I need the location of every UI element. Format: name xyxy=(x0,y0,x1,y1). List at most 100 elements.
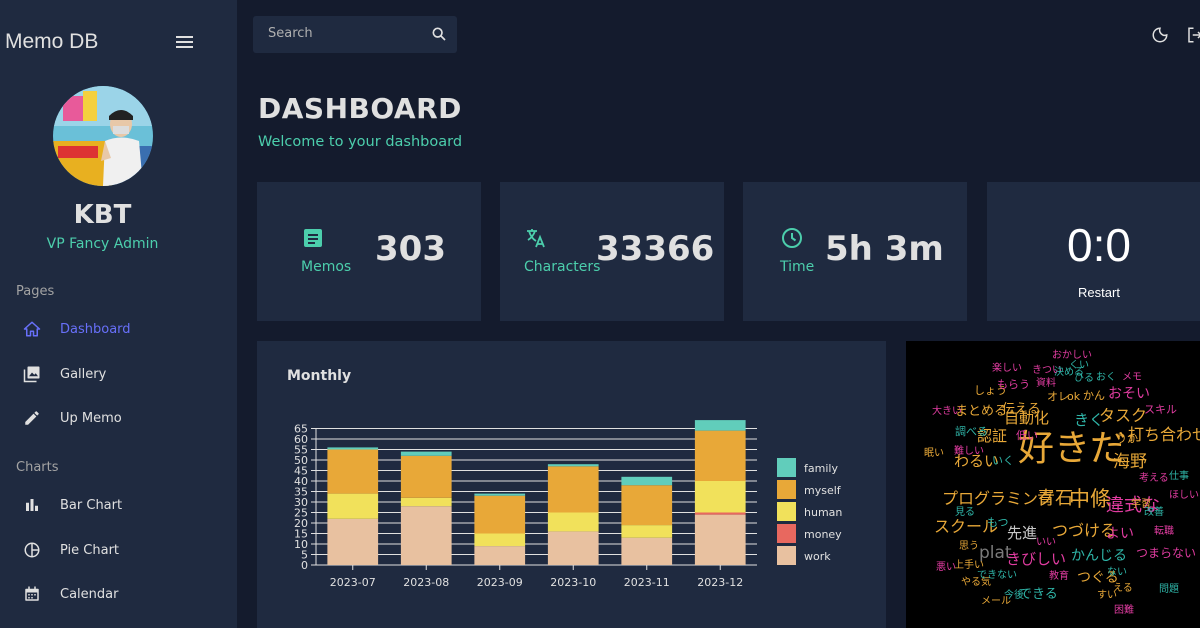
search-input[interactable] xyxy=(268,26,418,41)
legend-swatch-human xyxy=(777,502,796,521)
word-cloud-word: 問題 xyxy=(1159,584,1179,595)
sidebar-item-label: Bar Chart xyxy=(60,497,123,513)
x-tick-label: 2023-09 xyxy=(477,576,523,589)
y-tick-label: 25 xyxy=(294,507,308,520)
bar-segment-family xyxy=(694,420,746,431)
legend-swatch-work xyxy=(777,546,796,565)
photo-library-icon xyxy=(20,362,44,386)
sidebar-item-up-memo[interactable]: Up Memo xyxy=(20,406,122,430)
word-cloud-word: 難しい xyxy=(954,446,984,457)
word-cloud-word: スクール xyxy=(934,517,999,536)
word-cloud-word: 悪い xyxy=(936,562,956,573)
y-tick-label: 30 xyxy=(294,496,308,509)
stat-card-characters: Characters 33366 xyxy=(500,182,724,321)
x-tick-label: 2023-11 xyxy=(624,576,670,589)
word-cloud-word: スキル xyxy=(1144,403,1177,416)
sidebar-item-calendar[interactable]: Calendar xyxy=(20,582,118,606)
word-cloud-word: つづける xyxy=(1052,521,1117,540)
y-tick-label: 5 xyxy=(301,549,308,562)
sidebar-item-bar-chart[interactable]: Bar Chart xyxy=(20,493,122,517)
bar-segment-human xyxy=(621,525,673,538)
word-cloud-word: いく xyxy=(992,454,1014,467)
section-label-pages: Pages xyxy=(16,284,55,299)
y-tick-label: 50 xyxy=(294,454,308,467)
word-cloud-word: ok xyxy=(1067,390,1081,403)
stat-value: 303 xyxy=(375,229,446,269)
bar-segment-myself xyxy=(621,485,673,526)
word-cloud-word: かんじる xyxy=(1071,548,1127,564)
word-cloud-word: できる xyxy=(1019,587,1058,602)
bar-segment-work xyxy=(694,514,746,565)
word-cloud-word: 中條 xyxy=(1069,487,1111,511)
word-cloud-word: 学習 xyxy=(1131,499,1151,510)
word-cloud-word: 伝える xyxy=(1002,402,1041,417)
word-cloud-word: もらう xyxy=(997,378,1030,391)
sidebar-item-gallery[interactable]: Gallery xyxy=(20,362,106,386)
logout-icon[interactable] xyxy=(1186,26,1200,44)
word-cloud-word: 調べる xyxy=(955,425,988,438)
bar-segment-family xyxy=(547,464,599,467)
sidebar-item-label: Calendar xyxy=(60,586,119,602)
app-title: Memo DB xyxy=(5,30,99,53)
home-icon xyxy=(20,317,44,341)
word-cloud-word: おかしい xyxy=(1052,350,1092,361)
monthly-chart-panel: Monthly 0 5 10 15 20 25 30 35 40 45 50 55 60 65 2023-0… xyxy=(257,341,886,628)
menu-toggle-icon[interactable] xyxy=(176,36,193,50)
bar-segment-work xyxy=(327,518,379,565)
word-cloud-word: ひる xyxy=(1074,373,1094,384)
word-cloud-word: 上手い xyxy=(954,560,984,571)
word-cloud-word: オレ xyxy=(1047,390,1069,403)
word-cloud-word: つぐる xyxy=(1077,570,1119,586)
word-cloud-word: 海野 xyxy=(1113,452,1147,472)
bar-segment-human xyxy=(327,493,379,519)
y-tick-label: 40 xyxy=(294,475,308,488)
word-cloud-word: くい xyxy=(1069,360,1089,371)
word-cloud-word: メモ xyxy=(1122,372,1142,383)
page-title: DASHBOARD xyxy=(258,92,462,125)
y-tick-label: 10 xyxy=(294,538,308,551)
stat-label: Characters xyxy=(524,259,601,275)
avatar xyxy=(53,86,153,186)
restart-button[interactable]: Restart xyxy=(1078,285,1120,300)
word-cloud-word: きく xyxy=(1074,411,1105,429)
bar-segment-myself xyxy=(400,455,452,498)
bar-segment-myself xyxy=(694,430,746,481)
bar-segment-myself xyxy=(474,495,526,534)
legend-swatch-family xyxy=(777,458,796,477)
word-cloud-word: もつ xyxy=(987,516,1009,529)
note-icon xyxy=(301,226,325,250)
clock-icon xyxy=(780,226,804,250)
word-cloud-word: 楽しい xyxy=(992,363,1022,374)
word-cloud-word: りか xyxy=(1116,432,1138,445)
chart-title: Monthly xyxy=(287,368,352,384)
word-cloud-word: しょう xyxy=(974,384,1007,397)
pencil-icon xyxy=(20,406,44,430)
section-label-charts: Charts xyxy=(16,460,59,475)
word-cloud-word: 仕事 xyxy=(1169,471,1189,482)
bar-segment-human xyxy=(547,512,599,532)
stat-card-memos: Memos 303 xyxy=(257,182,481,321)
word-cloud-word: タスク xyxy=(1099,406,1148,425)
word-cloud-word: 改善 xyxy=(1144,507,1164,518)
calendar-icon xyxy=(20,582,44,606)
user-name: KBT xyxy=(73,200,132,230)
word-cloud-word: 教育 xyxy=(1049,571,1069,582)
word-cloud-word: 考える xyxy=(1139,473,1169,484)
bar-segment-work xyxy=(621,537,673,565)
word-cloud-word: おそい xyxy=(1108,386,1150,402)
word-cloud-word: 困難 xyxy=(1114,605,1134,616)
sidebar-item-label: Dashboard xyxy=(60,321,131,337)
bar-segment-human xyxy=(474,533,526,547)
dark-mode-icon[interactable] xyxy=(1151,26,1169,44)
word-cloud-word: よい xyxy=(1106,526,1134,542)
sidebar-item-dashboard[interactable]: Dashboard xyxy=(20,317,131,341)
word-cloud-word: 認証 xyxy=(977,427,1008,445)
search-icon[interactable] xyxy=(431,26,447,42)
sidebar-item-pie-chart[interactable]: Pie Chart xyxy=(20,538,119,562)
word-cloud-word: できない xyxy=(977,570,1017,581)
word-cloud-word: 今後 xyxy=(1004,590,1024,601)
bar-chart-icon xyxy=(20,493,44,517)
translate-icon xyxy=(524,226,548,250)
stat-value: 5h 3m xyxy=(825,229,944,269)
legend-label-myself: myself xyxy=(804,484,842,497)
